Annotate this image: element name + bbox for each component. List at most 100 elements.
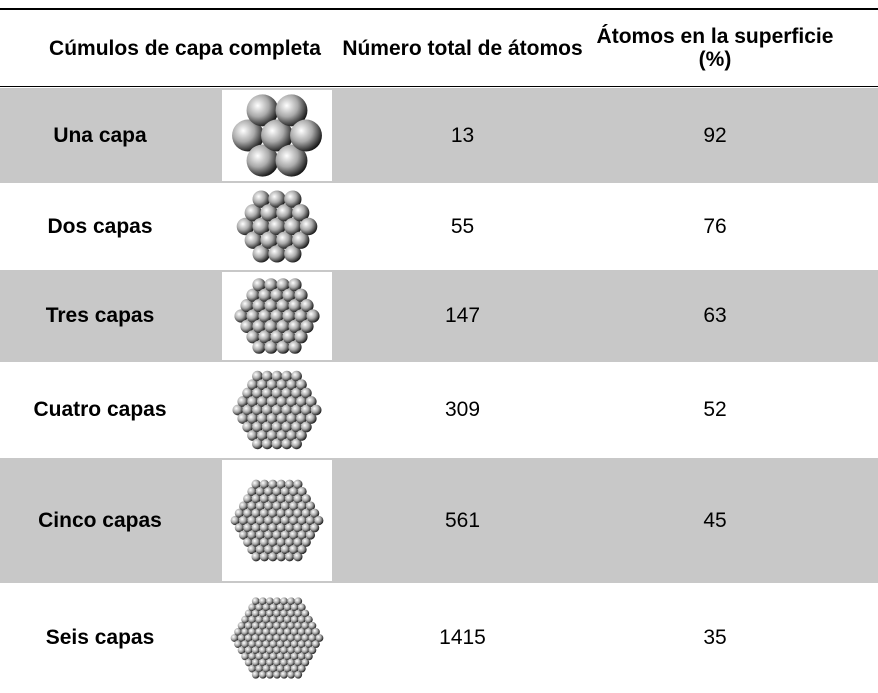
- atom: [252, 319, 266, 333]
- atom: [282, 309, 296, 323]
- atom: [290, 119, 322, 152]
- atom: [290, 627, 299, 636]
- atom: [234, 627, 242, 636]
- atom: [230, 515, 240, 526]
- atom: [280, 621, 288, 630]
- atom: [280, 515, 290, 526]
- atom: [264, 501, 274, 511]
- atom: [288, 299, 302, 313]
- atom: [258, 309, 272, 323]
- atom: [242, 404, 254, 416]
- atom: [251, 646, 260, 655]
- atom: [291, 370, 302, 382]
- atom: [258, 621, 267, 630]
- atom: [252, 387, 263, 399]
- atom: [300, 319, 314, 333]
- atom: [287, 670, 296, 679]
- atom: [297, 486, 307, 497]
- atom-count: 55: [450, 214, 475, 238]
- atom: [294, 609, 303, 618]
- atom: [294, 330, 308, 344]
- atom: [248, 652, 257, 661]
- atom: [252, 299, 266, 313]
- atom: [259, 494, 270, 504]
- surface-percent: 45: [703, 508, 727, 532]
- atom: [312, 627, 320, 636]
- atom: [255, 603, 264, 612]
- atom: [252, 370, 263, 382]
- atom: [259, 552, 270, 562]
- atom: [284, 508, 295, 518]
- atom: [293, 494, 303, 504]
- atom: [252, 278, 266, 292]
- atom: [256, 379, 268, 390]
- atom: [305, 530, 316, 540]
- cluster-image: [222, 90, 332, 181]
- atom: [252, 438, 263, 450]
- atom: [289, 544, 299, 555]
- cluster-image: [222, 364, 332, 456]
- atom: [315, 634, 324, 642]
- atom: [308, 646, 317, 655]
- atom: [304, 652, 313, 661]
- atom: [252, 421, 263, 433]
- atom: [271, 370, 283, 382]
- atom: [262, 652, 271, 661]
- atom: [262, 627, 271, 636]
- atom: [244, 621, 253, 630]
- atom: [276, 537, 286, 547]
- atom: [283, 640, 292, 649]
- atom: [244, 646, 253, 655]
- atom: [276, 508, 286, 518]
- atom: [248, 640, 257, 649]
- atom: [273, 621, 281, 630]
- atom: [246, 309, 260, 323]
- atom: [294, 597, 303, 606]
- atom: [301, 646, 310, 655]
- atom: [255, 501, 265, 511]
- atom: [280, 646, 288, 655]
- atom: [275, 144, 308, 177]
- atom: [241, 627, 250, 636]
- atom: [266, 396, 278, 407]
- atom: [294, 621, 303, 630]
- atom: [300, 387, 312, 399]
- atom: [283, 627, 292, 636]
- atom: [280, 501, 290, 511]
- atom: [256, 413, 268, 424]
- atom: [273, 597, 281, 606]
- atom: [251, 597, 260, 606]
- atom: [297, 640, 306, 649]
- atom: [241, 615, 250, 624]
- atom: [238, 515, 249, 526]
- atom: [294, 658, 303, 667]
- atom: [258, 646, 267, 655]
- atom: [305, 501, 316, 511]
- atom: [272, 515, 282, 526]
- atom: [284, 552, 295, 562]
- cluster-drawing: [232, 370, 322, 450]
- atom: [272, 544, 282, 555]
- atom: [304, 627, 313, 636]
- header-cell: Cúmulos de capa completa: [49, 36, 321, 60]
- atom: [266, 621, 274, 630]
- atom: [237, 646, 246, 655]
- atom: [300, 421, 312, 433]
- atom: [247, 501, 257, 511]
- atom: [280, 634, 288, 642]
- atom: [294, 670, 303, 679]
- atom: [294, 309, 308, 323]
- atom: [247, 413, 258, 424]
- atom: [287, 634, 296, 642]
- atom: [290, 664, 299, 673]
- atom: [241, 640, 250, 649]
- atom: [252, 190, 270, 208]
- atom: [251, 634, 260, 642]
- header-rule: [0, 86, 878, 87]
- atom: [271, 387, 283, 399]
- atom: [291, 404, 302, 416]
- atom: [258, 658, 267, 667]
- atom: [238, 530, 249, 540]
- atom: [264, 299, 278, 313]
- atom: [291, 438, 302, 450]
